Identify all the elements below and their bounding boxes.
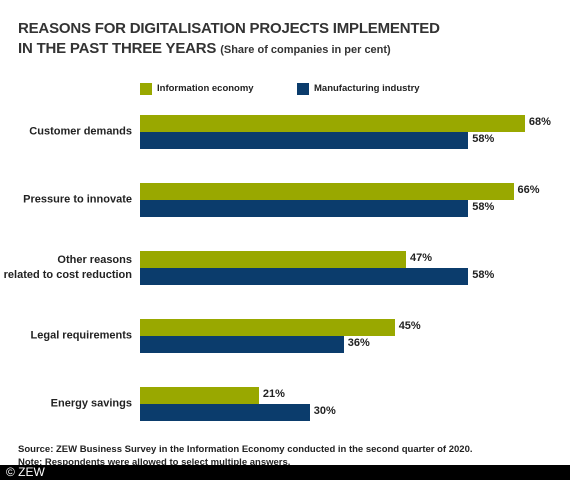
value-label: 30% — [313, 404, 336, 417]
bar — [140, 404, 310, 421]
bar — [140, 200, 469, 217]
bar — [140, 115, 525, 132]
legend-label: Manufacturing industry — [314, 83, 420, 94]
value-label: 68% — [528, 115, 551, 128]
value-label: 58% — [472, 200, 495, 213]
bar — [140, 387, 259, 404]
footer: © ZEW — [0, 465, 570, 480]
legend-swatch — [297, 83, 309, 95]
category-label: Energy savings — [50, 397, 132, 410]
note: Note: Respondents were allowed to select… — [18, 457, 291, 468]
value-label: 36% — [347, 336, 370, 349]
bar — [140, 319, 395, 336]
value-label: 58% — [472, 132, 495, 145]
category-label: Other reasons related to cost reduction — [3, 254, 132, 281]
value-label: 66% — [517, 183, 540, 196]
bar — [140, 251, 407, 268]
copyright: © ZEW — [6, 465, 45, 479]
chart-title-line-2: IN THE PAST THREE YEARS (Share of compan… — [18, 40, 391, 57]
bar — [140, 336, 344, 353]
value-label: 58% — [472, 268, 495, 281]
value-label: 47% — [410, 251, 433, 264]
category-label: Pressure to innovate — [23, 193, 132, 206]
value-label: 45% — [398, 319, 421, 332]
category-label: Customer demands — [29, 125, 132, 138]
bar — [140, 183, 514, 200]
category-label: Legal requirements — [30, 329, 132, 342]
source: Source: ZEW Business Survey in the Infor… — [18, 444, 473, 455]
value-label: 21% — [262, 387, 285, 400]
legend-label: Information economy — [157, 83, 254, 94]
chart-title-line: REASONS FOR DIGITALISATION PROJECTS IMPL… — [18, 20, 440, 37]
bar — [140, 132, 469, 149]
chart-title-line: IN THE PAST THREE YEARS — [18, 40, 217, 57]
bar — [140, 268, 469, 285]
legend-swatch — [140, 83, 152, 95]
chart-subtitle: (Share of companies in per cent) — [220, 44, 391, 56]
